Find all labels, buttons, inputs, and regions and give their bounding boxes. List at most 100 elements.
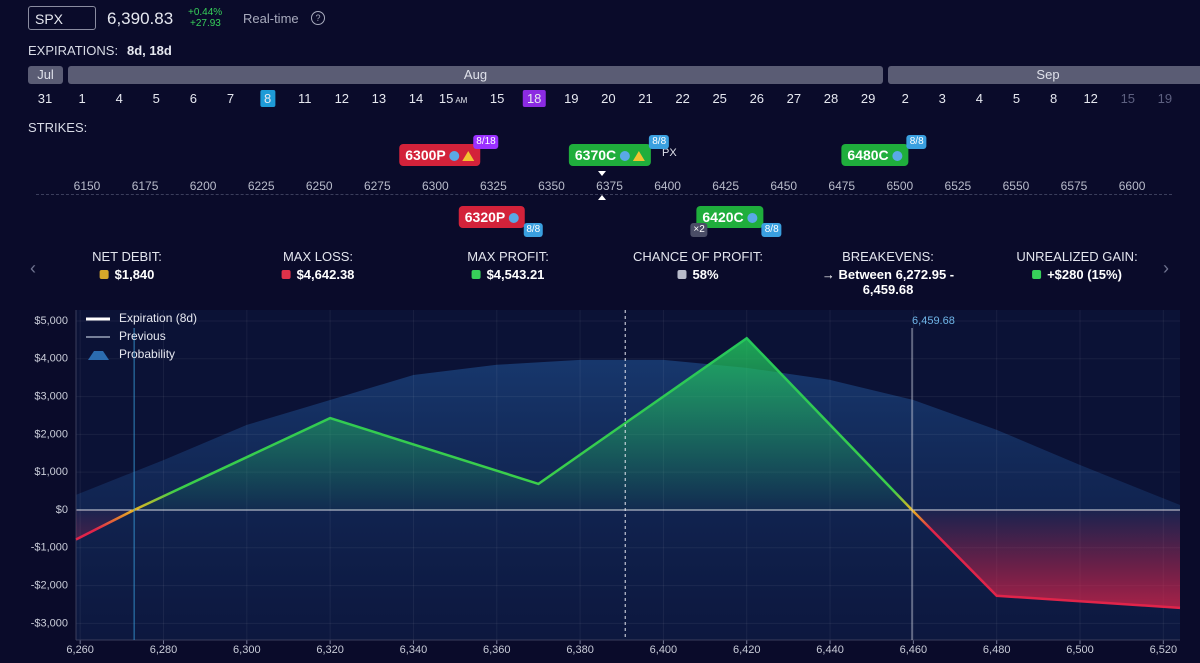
stat-text: → Between 6,272.95 -	[821, 267, 955, 282]
strike-leg[interactable]: 6320P 8/8	[458, 206, 544, 237]
strike-tick-label: 6300	[422, 179, 449, 193]
strike-leg[interactable]: 6420C 8/8 ×2	[690, 206, 782, 237]
day[interactable]: 15	[489, 91, 505, 106]
day[interactable]: 7	[226, 91, 235, 106]
day[interactable]: 19	[1157, 91, 1173, 106]
day[interactable]: 26	[749, 91, 765, 106]
strike-leg[interactable]: 6300P 8/18	[399, 135, 499, 166]
day[interactable]: 15 AM	[438, 91, 468, 106]
stat-value: $1,840	[99, 267, 155, 282]
stat-label: UNREALIZED GAIN:	[1016, 249, 1138, 264]
day[interactable]: 8	[259, 90, 276, 107]
day[interactable]: 11	[297, 91, 312, 106]
day[interactable]: 29	[860, 91, 876, 106]
strikes-label: STRIKES:	[28, 120, 88, 135]
day[interactable]: 20	[601, 91, 616, 106]
pl-line	[75, 336, 1181, 610]
day[interactable]: 14	[408, 91, 424, 106]
day[interactable]: 31	[37, 91, 53, 106]
stat-icon	[677, 270, 687, 279]
day[interactable]: 22	[675, 91, 690, 106]
x-tick-label: 6,380	[566, 644, 594, 656]
ticker-input[interactable]: SPX	[28, 6, 96, 30]
strike-tick-label: 6475	[828, 179, 856, 193]
day[interactable]: 5	[152, 91, 160, 106]
month-bar[interactable]: Jul	[28, 66, 63, 84]
day[interactable]: 25	[712, 91, 727, 106]
day[interactable]: 3	[938, 91, 946, 106]
legend-swatch	[88, 351, 109, 360]
y-tick-label: $4,000	[34, 353, 68, 365]
strike-tick-label: 6150	[73, 179, 101, 193]
day[interactable]: 13	[371, 91, 387, 106]
day[interactable]: 19	[564, 91, 579, 106]
day[interactable]: 4	[975, 91, 984, 106]
spot-marker	[598, 171, 606, 176]
leg-label: 6420C	[702, 209, 744, 225]
chart: 6,260 6,280 6,300 6,320 6,340 6,360 6,380 6,400…	[31, 310, 1181, 656]
y-tick-label: $5,000	[34, 315, 68, 327]
stat-value: +$280 (15%)	[1032, 267, 1122, 282]
leg-icon	[509, 213, 520, 224]
y-tick-label: $0	[56, 504, 68, 516]
day[interactable]: 18	[522, 90, 546, 107]
x-tick-label: 6,420	[733, 644, 761, 656]
strike-axis	[36, 194, 1172, 195]
strike-tick-label: 6575	[1060, 179, 1088, 193]
strike-tick-label: 6500	[886, 179, 914, 193]
leg-tag: 8/18	[473, 135, 499, 149]
warn-icon	[633, 151, 646, 162]
strike-leg[interactable]: 6480C 8/8	[841, 135, 927, 166]
help-icon[interactable]: ?	[311, 11, 325, 25]
day[interactable]: 27	[786, 91, 802, 106]
day[interactable]: 12	[334, 91, 350, 106]
strike-tick-label: 6375	[596, 179, 623, 193]
strike-tick-label: 6350	[538, 179, 565, 193]
stat-text: $4,543.21	[486, 267, 545, 282]
day[interactable]: 12	[1083, 91, 1098, 106]
expirations-value: 8d, 18d	[127, 43, 172, 58]
next-arrow[interactable]: ›	[1163, 258, 1169, 278]
y-tick-label: $2,000	[34, 428, 68, 440]
leg-qty: ×2	[690, 223, 708, 237]
day[interactable]: 15	[1120, 91, 1136, 106]
x-tick-label: 6,280	[150, 644, 178, 656]
strike-tick-label: 6225	[247, 179, 275, 193]
day[interactable]: 4	[115, 91, 123, 106]
stat-text: $1,840	[114, 267, 155, 282]
month-bar[interactable]: Sep	[888, 66, 1200, 84]
warn-icon	[462, 151, 475, 162]
day[interactable]: 8	[1049, 91, 1058, 106]
strike-tick-label: 6325	[480, 179, 507, 193]
stat-icon	[471, 270, 481, 279]
prev-arrow[interactable]: ‹	[30, 258, 36, 278]
leg-label: 6300P	[405, 147, 446, 163]
month-bar[interactable]: Aug	[68, 66, 883, 84]
x-tick-label: 6,260	[66, 644, 94, 656]
day[interactable]: 1	[78, 91, 86, 106]
x-tick-label: 6,360	[483, 644, 511, 656]
leg-icon	[620, 151, 631, 162]
leg-label: 6320P	[464, 209, 506, 225]
day[interactable]: 6	[189, 91, 198, 106]
leg-tag: 8/8	[523, 223, 544, 237]
price: 6,390.83	[107, 9, 174, 28]
day[interactable]: 5	[1012, 91, 1021, 106]
day[interactable]: 2	[901, 91, 909, 106]
stat-text: 6,459.68	[862, 282, 914, 297]
stat-label: MAX LOSS:	[282, 249, 354, 264]
stat-label: MAX PROFIT:	[467, 249, 549, 264]
x-tick-label: 6,300	[233, 644, 261, 656]
strike-tick-label: 6400	[654, 179, 681, 193]
day[interactable]: 28	[823, 91, 839, 106]
spot-marker	[598, 195, 606, 200]
day[interactable]: 21	[638, 91, 653, 106]
realtime: Real-time	[243, 11, 299, 26]
x-tick-label: 6,480	[983, 644, 1011, 656]
strike-tick-label: 6425	[712, 179, 740, 193]
leg-tag: 8/8	[761, 223, 782, 237]
x-tick-label: 6,340	[400, 644, 428, 656]
leg-tag: 8/8	[649, 135, 670, 149]
strike-leg[interactable]: 6370C 8/8	[568, 135, 670, 166]
